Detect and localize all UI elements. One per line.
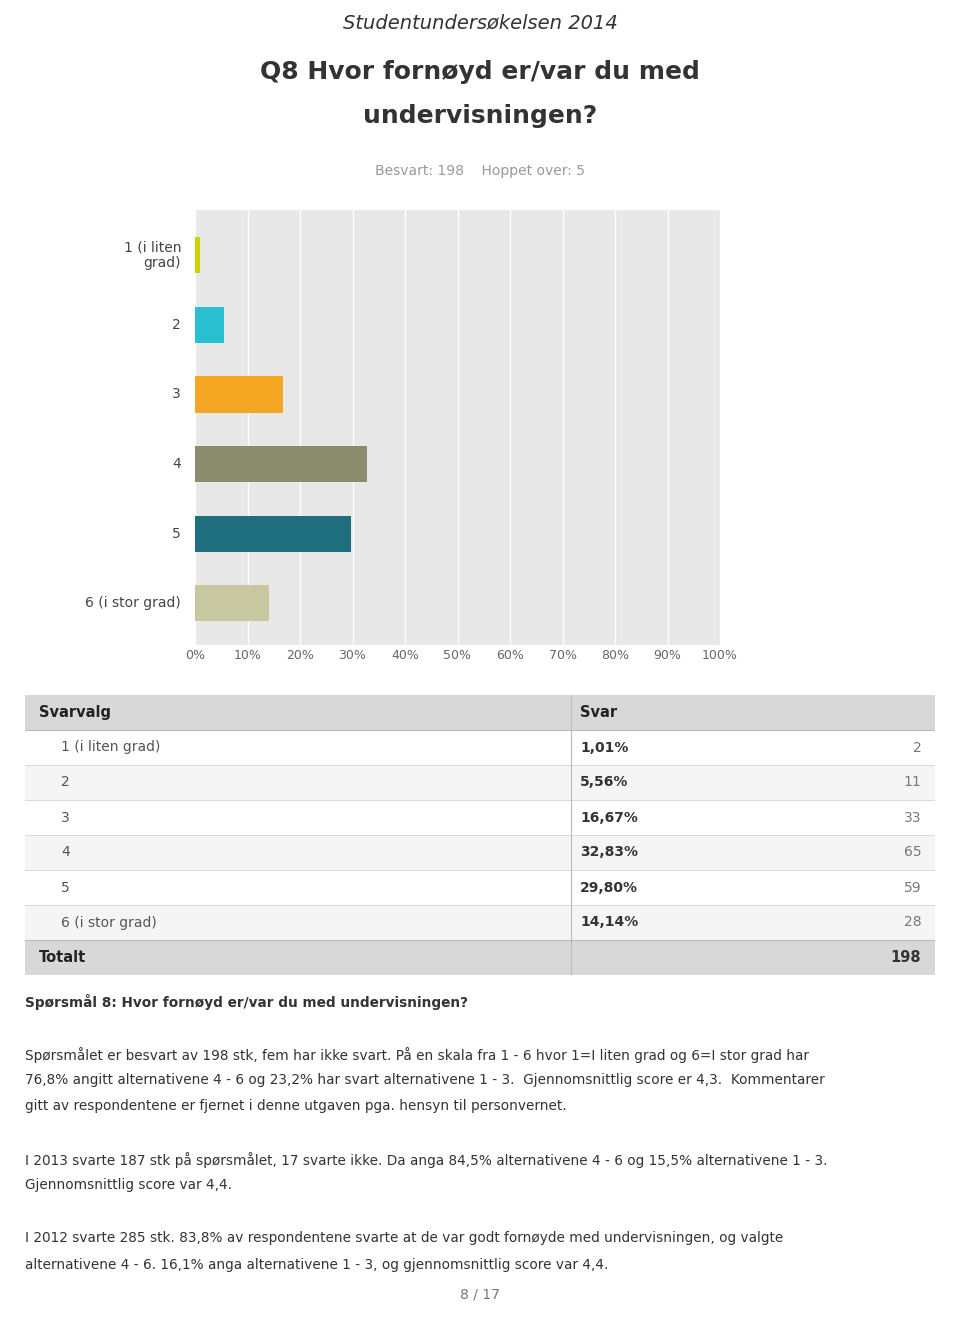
Text: 198: 198	[891, 951, 922, 965]
Bar	[25, 870, 935, 906]
Bar	[195, 516, 351, 551]
Bar	[195, 307, 225, 342]
Text: 59: 59	[903, 880, 922, 895]
Text: 2: 2	[913, 740, 922, 755]
Text: Svarvalg: Svarvalg	[38, 705, 110, 720]
Text: 32,83%: 32,83%	[580, 846, 638, 859]
Text: Totalt: Totalt	[38, 951, 85, 965]
Text: I 2012 svarte 285 stk. 83,8% av respondentene svarte at de var godt fornøyde med: I 2012 svarte 285 stk. 83,8% av responde…	[25, 1231, 783, 1245]
Text: 65: 65	[903, 846, 922, 859]
Text: alternativene 4 - 6. 16,1% anga alternativene 1 - 3, og gjennomsnittlig score va: alternativene 4 - 6. 16,1% anga alternat…	[25, 1257, 609, 1272]
Bar	[25, 940, 935, 976]
Bar	[25, 836, 935, 870]
Text: 5,56%: 5,56%	[580, 776, 629, 789]
Text: 11: 11	[903, 776, 922, 789]
Text: Spørsmålet er besvart av 198 stk, fem har ikke svart. På en skala fra 1 - 6 hvor: Spørsmålet er besvart av 198 stk, fem ha…	[25, 1047, 809, 1063]
Text: 5: 5	[61, 880, 70, 895]
Bar	[195, 446, 368, 483]
Text: 1 (i liten grad): 1 (i liten grad)	[61, 740, 160, 755]
Text: undervisningen?: undervisningen?	[363, 104, 597, 128]
Text: gitt av respondentene er fjernet i denne utgaven pga. hensyn til personvernet.: gitt av respondentene er fjernet i denne…	[25, 1100, 566, 1113]
Text: Studentundersøkelsen 2014: Studentundersøkelsen 2014	[343, 13, 617, 32]
Text: I 2013 svarte 187 stk på spørsmålet, 17 svarte ikke. Da anga 84,5% alternativene: I 2013 svarte 187 stk på spørsmålet, 17 …	[25, 1153, 828, 1169]
Text: Gjennomsnittlig score var 4,4.: Gjennomsnittlig score var 4,4.	[25, 1178, 232, 1192]
Text: 1,01%: 1,01%	[580, 740, 629, 755]
Text: 76,8% angitt alternativene 4 - 6 og 23,2% har svart alternativene 1 - 3.  Gjenno: 76,8% angitt alternativene 4 - 6 og 23,2…	[25, 1073, 825, 1087]
Bar	[25, 730, 935, 765]
Text: Besvart: 198    Hoppet over: 5: Besvart: 198 Hoppet over: 5	[375, 164, 585, 178]
Text: 29,80%: 29,80%	[580, 880, 638, 895]
Bar	[195, 377, 282, 412]
Text: Spørsmål 8: Hvor fornøyd er/var du med undervisningen?: Spørsmål 8: Hvor fornøyd er/var du med u…	[25, 994, 468, 1010]
Text: 8 / 17: 8 / 17	[460, 1288, 500, 1302]
Text: 2: 2	[61, 776, 70, 789]
Text: Q8 Hvor fornøyd er/var du med: Q8 Hvor fornøyd er/var du med	[260, 59, 700, 83]
Text: Svar: Svar	[580, 705, 617, 720]
Text: STUDIESENTERET: STUDIESENTERET	[15, 97, 60, 102]
Bar	[195, 586, 269, 621]
Text: 3: 3	[61, 810, 70, 825]
Text: 33: 33	[904, 810, 922, 825]
Text: 16,67%: 16,67%	[580, 810, 638, 825]
Bar	[25, 906, 935, 940]
Text: 4: 4	[61, 846, 70, 859]
Text: 28: 28	[903, 916, 922, 929]
Text: 6 (i stor grad): 6 (i stor grad)	[61, 916, 157, 929]
Text: 14,14%: 14,14%	[580, 916, 638, 929]
Bar	[25, 695, 935, 730]
Bar	[25, 800, 935, 836]
Bar	[25, 765, 935, 800]
Bar	[195, 237, 201, 274]
